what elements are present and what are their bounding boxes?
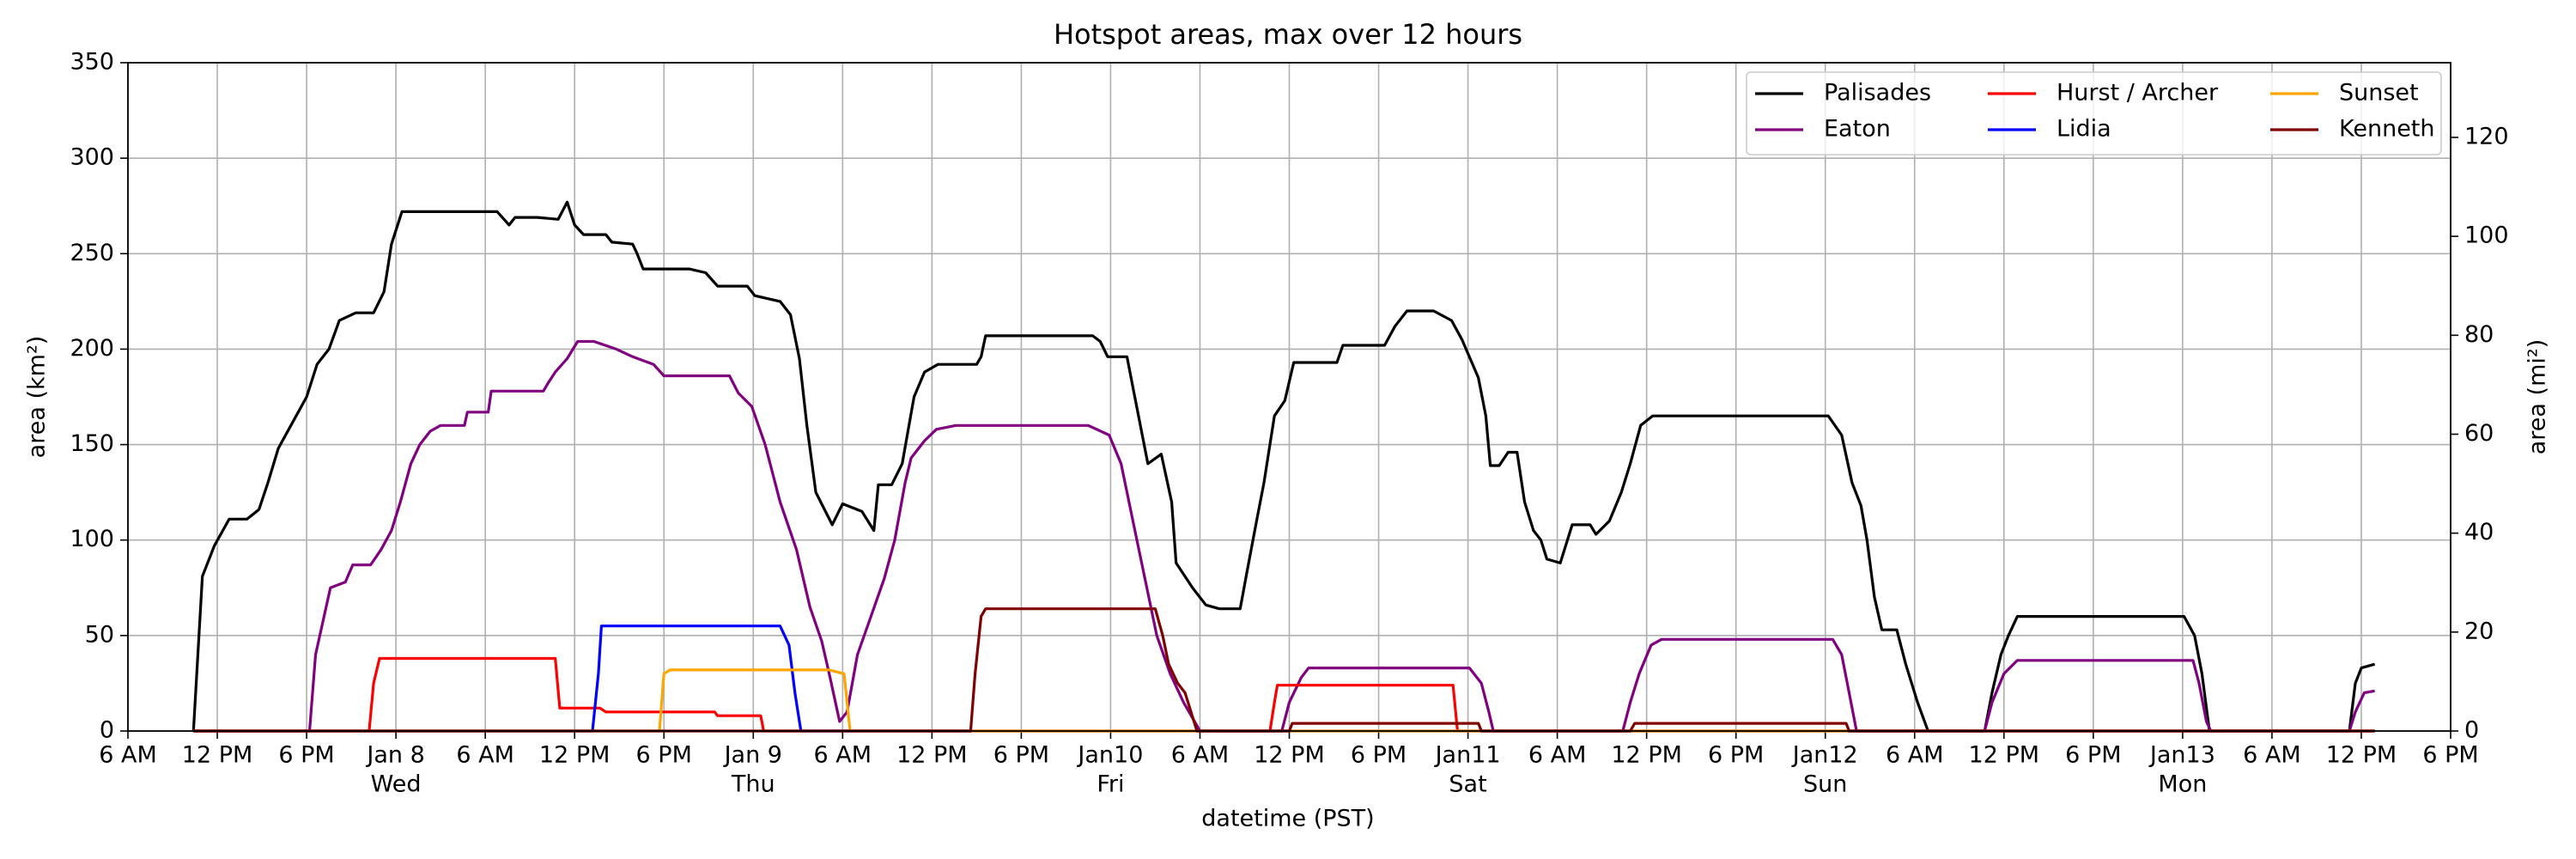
series-line bbox=[193, 607, 2375, 733]
x-tick-sublabel: Fri bbox=[1097, 771, 1124, 798]
y2-tick-label: 120 bbox=[2464, 123, 2509, 149]
series-line bbox=[193, 339, 2375, 733]
legend-label: Sunset bbox=[2339, 80, 2419, 107]
x-tick-label: Jan10 bbox=[1076, 742, 1143, 769]
x-tick-label: 12 PM bbox=[182, 742, 253, 769]
x-tick-label: Jan11 bbox=[1434, 742, 1501, 769]
series-line bbox=[193, 624, 2375, 733]
y2-tick-label: 100 bbox=[2464, 222, 2509, 249]
x-tick-label: 6 PM bbox=[636, 742, 692, 769]
x-tick-label: 12 PM bbox=[539, 742, 611, 769]
x-tick-label: Jan 8 bbox=[365, 742, 424, 769]
y-tick-label: 150 bbox=[70, 430, 114, 457]
x-tick-sublabel: Sat bbox=[1449, 771, 1486, 798]
x-tick-label: 6 PM bbox=[2065, 742, 2121, 769]
x-tick-label: Jan13 bbox=[2148, 742, 2215, 769]
x-tick-label: Jan 9 bbox=[723, 742, 782, 769]
y-tick-label: 350 bbox=[70, 49, 114, 76]
y-tick-label: 250 bbox=[70, 240, 114, 266]
x-tick-sublabel: Wed bbox=[371, 771, 422, 798]
x-tick-label: 12 PM bbox=[1254, 742, 1325, 769]
legend-label: Palisades bbox=[1824, 80, 1931, 107]
x-tick-label: 6 PM bbox=[993, 742, 1049, 769]
x-tick-label: 6 AM bbox=[456, 742, 514, 769]
y2-tick-label: 0 bbox=[2464, 717, 2479, 744]
x-tick-label: 6 AM bbox=[1528, 742, 1587, 769]
x-tick-label: 12 PM bbox=[896, 742, 968, 769]
y-tick-label: 300 bbox=[70, 144, 114, 171]
chart-title: Hotspot areas, max over 12 hours bbox=[1054, 18, 1522, 51]
x-tick-label: 12 PM bbox=[2326, 742, 2397, 769]
y2-tick-label: 60 bbox=[2464, 420, 2494, 447]
x-tick-label: 6 AM bbox=[814, 742, 872, 769]
x-tick-label: 6 AM bbox=[2243, 742, 2301, 769]
x-tick-label: 12 PM bbox=[1969, 742, 2040, 769]
x-axis-label: datetime (PST) bbox=[1201, 806, 1374, 832]
series-line bbox=[193, 668, 2375, 733]
x-tick-label: 6 PM bbox=[1351, 742, 1406, 769]
x-tick-sublabel: Sun bbox=[1803, 771, 1847, 798]
plot-frame bbox=[127, 62, 2451, 732]
legend-label: Lidia bbox=[2057, 116, 2111, 143]
legend-label: Kenneth bbox=[2339, 116, 2435, 143]
series-line bbox=[193, 656, 2375, 733]
y2-tick-label: 40 bbox=[2464, 519, 2494, 545]
x-tick-sublabel: Thu bbox=[731, 771, 775, 798]
legend-label: Hurst / Archer bbox=[2057, 80, 2219, 107]
x-tick-label: 6 AM bbox=[1171, 742, 1230, 769]
y2-tick-label: 80 bbox=[2464, 321, 2494, 348]
x-tick-label: 12 PM bbox=[1611, 742, 1682, 769]
x-tick-label: 6 PM bbox=[2422, 742, 2478, 769]
legend-label: Eaton bbox=[1824, 116, 1891, 143]
x-tick-label: Jan12 bbox=[1791, 742, 1858, 769]
x-tick-label: 6 PM bbox=[1708, 742, 1764, 769]
y-tick-label: 50 bbox=[85, 621, 114, 648]
x-tick-sublabel: Mon bbox=[2158, 771, 2207, 798]
x-tick-label: 6 AM bbox=[1886, 742, 1944, 769]
y-tick-label: 200 bbox=[70, 335, 114, 362]
y2-axis-label: area (mi²) bbox=[2524, 339, 2551, 455]
x-tick-label: 6 AM bbox=[99, 742, 157, 769]
legend-box bbox=[1746, 71, 2442, 155]
x-tick-label: 6 PM bbox=[278, 742, 334, 769]
y-axis-label: area (km²) bbox=[24, 336, 51, 459]
y2-tick-label: 20 bbox=[2464, 618, 2494, 644]
y-tick-label: 0 bbox=[100, 717, 114, 744]
y-tick-label: 100 bbox=[70, 526, 114, 552]
series-line bbox=[191, 200, 2376, 733]
